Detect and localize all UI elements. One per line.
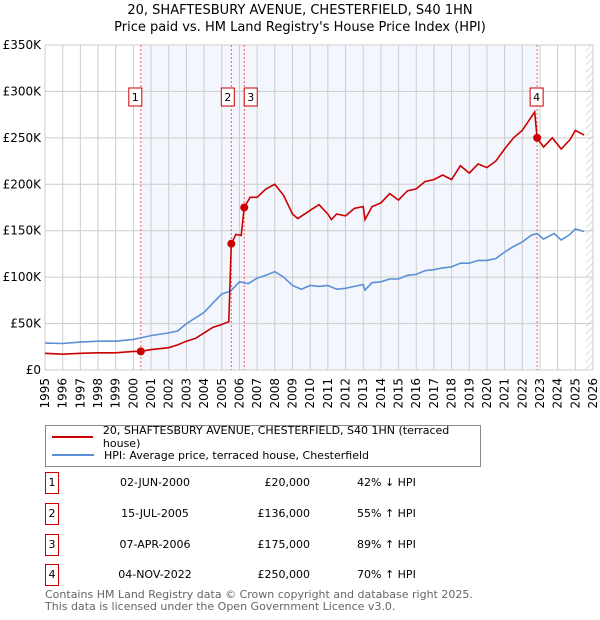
x-tick-label: 2009	[285, 378, 299, 409]
sale-label: 2	[224, 91, 231, 104]
sale-label: 3	[247, 91, 254, 104]
hpi-line	[44, 227, 585, 345]
sale-label: 1	[132, 91, 139, 104]
x-tick-label: 2001	[144, 378, 158, 409]
x-tick-label: 2020	[480, 378, 494, 409]
x-tick-label: 2017	[427, 378, 441, 409]
x-tick-label: 1996	[56, 378, 70, 409]
footer-line-1: Contains HM Land Registry data © Crown c…	[45, 588, 473, 601]
x-tick-label: 2022	[515, 378, 529, 409]
y-tick-label: £250K	[3, 131, 43, 145]
plot-frame	[44, 44, 594, 371]
chart-title: 20, SHAFTESBURY AVENUE, CHESTERFIELD, S4…	[127, 3, 473, 18]
y-tick-label: £150K	[3, 224, 43, 238]
x-tick-label: 2024	[551, 378, 565, 409]
x-tick-label: 2012	[339, 378, 353, 409]
sale-point	[227, 239, 236, 248]
hatched-region	[585, 45, 593, 370]
x-tick-label: 1998	[91, 378, 105, 409]
x-tick-label: 2014	[374, 378, 388, 409]
sale-point	[240, 203, 249, 212]
footer: Contains HM Land Registry data © Crown c…	[45, 589, 473, 613]
sale-label-box	[220, 87, 235, 107]
transaction-price: £250,000	[257, 568, 311, 581]
legend-item-hpi: HPI: Average price, terraced house, Ches…	[52, 447, 369, 463]
y-tick-label: £100K	[3, 270, 43, 284]
transaction-row: 2 15-JUL-2005 £136,000 55% ↑ HPI	[45, 503, 465, 525]
sale-label-box	[128, 87, 143, 107]
y-tick-label: £300K	[3, 84, 43, 98]
y-tick-label: £350K	[3, 38, 43, 52]
x-tick-label: 1997	[73, 378, 87, 409]
x-tick-label: 2006	[232, 378, 246, 409]
sale-point	[136, 347, 145, 356]
transaction-number: 2	[45, 503, 59, 525]
transaction-hpi: 42% ↓ HPI	[357, 476, 416, 489]
transaction-price: £175,000	[257, 538, 311, 551]
transaction-date: 02-JUN-2000	[119, 476, 191, 489]
x-tick-label: 2023	[533, 378, 547, 409]
legend-item-property: 20, SHAFTESBURY AVENUE, CHESTERFIELD, S4…	[52, 424, 480, 450]
transaction-hpi: 89% ↑ HPI	[357, 538, 416, 551]
x-tick-label: 2004	[197, 378, 211, 409]
x-tick-label: 2026	[586, 378, 600, 409]
transaction-number: 4	[45, 564, 59, 586]
sale-label: 4	[533, 91, 540, 104]
legend: 20, SHAFTESBURY AVENUE, CHESTERFIELD, S4…	[45, 424, 481, 467]
x-tick-label: 2010	[303, 378, 317, 409]
shaded-period	[140, 45, 538, 370]
x-tick-label: 2002	[162, 378, 176, 409]
transaction-price: £20,000	[264, 476, 311, 489]
x-tick-label: 2005	[215, 378, 229, 409]
transaction-number: 1	[45, 472, 59, 494]
x-tick-label: 2015	[392, 378, 406, 409]
x-tick-label: 2018	[445, 378, 459, 409]
sale-label-box	[243, 87, 258, 107]
price-chart: 1995 1996 1997 1998 1999 2000 2001 2002 2003 2004…	[3, 38, 600, 409]
sale-point	[533, 133, 542, 142]
x-tick-label: 2007	[250, 378, 264, 409]
legend-label: 20, SHAFTESBURY AVENUE, CHESTERFIELD, S4…	[102, 424, 450, 450]
x-tick-label: 2011	[321, 378, 335, 409]
transaction-hpi: 70% ↑ HPI	[357, 568, 416, 581]
x-tick-label: 2025	[568, 378, 582, 409]
x-tick-label: 2000	[126, 378, 140, 409]
transaction-price: £136,000	[257, 507, 311, 520]
y-tick-label: £200K	[3, 177, 43, 191]
x-tick-label: 2008	[268, 378, 282, 409]
footer-line-2: This data is licensed under the Open Gov…	[45, 600, 396, 613]
legend-label: HPI: Average price, terraced house, Ches…	[104, 448, 370, 462]
transaction-number: 3	[45, 534, 59, 556]
transaction-row: 4 04-NOV-2022 £250,000 70% ↑ HPI	[45, 564, 465, 586]
legend-swatch-red	[52, 436, 93, 438]
x-tick-label: 2013	[356, 378, 370, 409]
x-tick-label: 2019	[462, 378, 476, 409]
x-tick-label: 2003	[179, 378, 193, 409]
x-tick-label: 2021	[498, 378, 512, 409]
property-price-line	[44, 109, 585, 356]
transaction-date: 07-APR-2006	[119, 538, 191, 551]
x-tick-label: 1999	[109, 378, 123, 409]
transaction-row: 1 02-JUN-2000 £20,000 42% ↓ HPI	[45, 472, 465, 494]
x-tick-label: 1995	[38, 378, 52, 409]
y-tick-label: £50K	[10, 317, 42, 331]
x-tick-label: 2016	[409, 378, 423, 409]
sale-label-box	[529, 87, 544, 107]
transaction-date: 04-NOV-2022	[118, 568, 192, 581]
transaction-date: 15-JUL-2005	[121, 507, 189, 520]
transaction-row: 3 07-APR-2006 £175,000 89% ↑ HPI	[45, 534, 465, 556]
y-tick-label: £0	[26, 363, 41, 377]
legend-swatch-blue	[52, 454, 94, 456]
transaction-hpi: 55% ↑ HPI	[357, 507, 416, 520]
chart-subtitle: Price paid vs. HM Land Registry's House …	[114, 20, 486, 35]
